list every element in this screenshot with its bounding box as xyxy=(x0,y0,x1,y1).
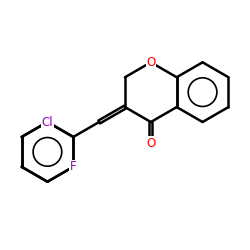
Text: Cl: Cl xyxy=(42,116,53,128)
Text: O: O xyxy=(146,56,156,69)
Text: F: F xyxy=(70,160,76,173)
Text: O: O xyxy=(146,137,156,150)
